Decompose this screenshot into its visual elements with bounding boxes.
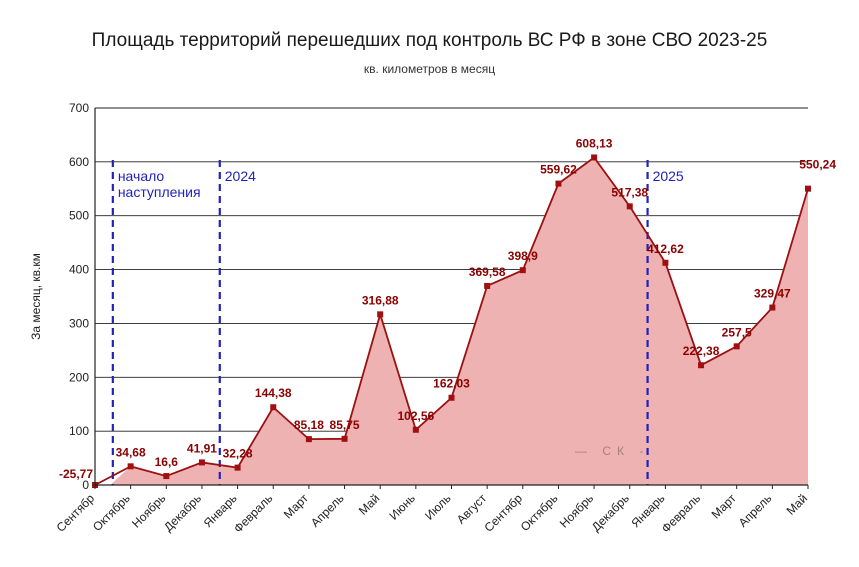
x-tick-label: Май <box>784 491 811 518</box>
y-tick-label: 0 <box>82 478 89 492</box>
y-tick-label: 200 <box>69 370 89 384</box>
data-point <box>305 436 312 443</box>
data-point <box>626 203 633 210</box>
data-label: 398,9 <box>508 249 538 263</box>
area-layer <box>95 157 808 485</box>
y-tick-label: 100 <box>69 424 89 438</box>
data-point <box>448 394 455 401</box>
data-label: 162,03 <box>433 377 470 391</box>
data-label: 41,91 <box>187 441 217 455</box>
annotation-label: начало <box>118 168 165 184</box>
data-point <box>484 282 491 289</box>
data-label: 369,58 <box>469 265 506 279</box>
data-label: 412,62 <box>647 242 684 256</box>
x-tick-label: Октябрь <box>90 491 133 534</box>
y-tick-label: 700 <box>69 101 89 115</box>
x-tick-label: Март <box>709 491 740 522</box>
data-label: 85,75 <box>330 418 360 432</box>
x-tick-label: Декабрь <box>161 491 204 534</box>
data-point <box>769 304 776 311</box>
data-label: 517,38 <box>611 185 648 199</box>
data-label: 222,38 <box>683 344 720 358</box>
data-label: 608,13 <box>576 136 613 150</box>
data-label: 550,24 <box>799 158 836 172</box>
data-point <box>270 404 277 411</box>
x-tick-label: Апрель <box>736 491 775 530</box>
annotation-label: 2024 <box>225 168 256 184</box>
x-tick-label: Апрель <box>308 491 347 530</box>
data-label: 16,6 <box>155 455 179 469</box>
data-point <box>341 435 348 442</box>
data-label: 257,5 <box>722 325 752 339</box>
data-point <box>234 464 241 471</box>
data-point <box>662 259 669 266</box>
y-tick-label: 400 <box>69 263 89 277</box>
x-tick-label: Июнь <box>386 491 417 522</box>
data-point <box>198 459 205 466</box>
area-fill <box>95 157 808 485</box>
y-axis-title: За месяц, кв.км <box>29 253 43 340</box>
data-point <box>127 463 134 470</box>
annotation-label: наступления <box>118 184 201 200</box>
x-tick-label: Март <box>281 491 312 522</box>
x-tick-label: Февраль <box>231 491 275 535</box>
y-tick-label: 600 <box>69 155 89 169</box>
y-tick-label: 500 <box>69 209 89 223</box>
x-tick-label: Май <box>356 491 383 518</box>
x-tick-label: Сентябр <box>481 491 525 535</box>
x-tick-label: Сентябр <box>54 491 98 535</box>
annotation-label: 2025 <box>653 168 684 184</box>
data-label: -25,77 <box>59 467 93 481</box>
data-label: 85,18 <box>294 418 324 432</box>
data-label: 144,38 <box>255 386 292 400</box>
marker-layer <box>92 154 811 488</box>
watermark-text: — СК - <box>575 444 649 458</box>
y-tick-label: 300 <box>69 316 89 330</box>
chart-subtitle: кв. километров в месяц <box>363 62 496 76</box>
data-label: 102,56 <box>397 409 434 423</box>
data-point <box>377 311 384 318</box>
data-point <box>163 473 170 480</box>
data-label: 559,62 <box>540 163 577 177</box>
data-point <box>698 362 705 369</box>
x-tick-label: Июль <box>422 491 454 523</box>
chart-title: Площадь территорий перешедших под контро… <box>91 30 768 51</box>
data-point <box>591 154 598 161</box>
data-label: 34,68 <box>116 445 146 459</box>
x-tick-label: Декабрь <box>589 491 632 534</box>
data-point <box>412 426 419 433</box>
data-label: 329,47 <box>754 287 791 301</box>
x-tick-label: Февраль <box>659 491 703 535</box>
data-point <box>555 180 562 187</box>
data-point <box>519 267 526 274</box>
data-label-layer: -25,77 34,68 16,6 41,91 32,28 144,38 85,18 85,7… <box>59 136 836 481</box>
data-label: 316,88 <box>362 293 399 307</box>
data-point <box>805 185 811 192</box>
x-tick-label: Октябрь <box>518 491 561 534</box>
watermark: — СК - <box>575 444 649 458</box>
data-label: 32,28 <box>223 447 253 461</box>
data-point <box>733 343 740 350</box>
